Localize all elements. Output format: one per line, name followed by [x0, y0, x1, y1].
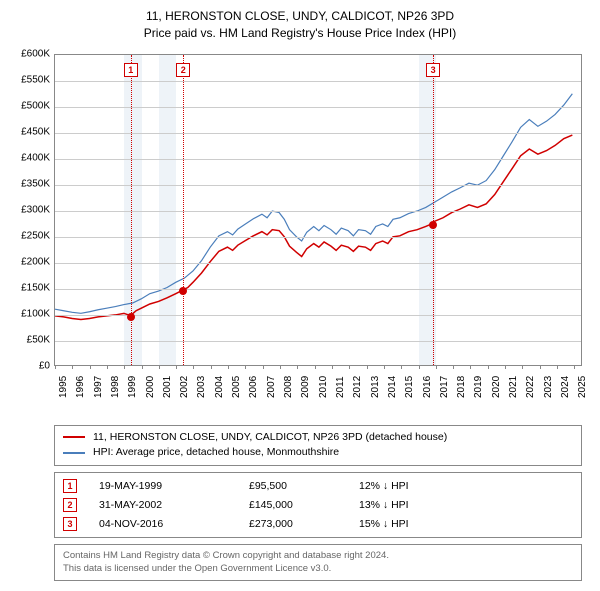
- sale-point-dot: [179, 287, 187, 295]
- x-axis-label: 2025: [577, 375, 600, 397]
- sale-pct: 12% ↓ HPI: [359, 480, 573, 492]
- title-line-1: 11, HERONSTON CLOSE, UNDY, CALDICOT, NP2…: [10, 8, 590, 25]
- y-axis-label: £550K: [6, 74, 50, 85]
- chart-marker-3: 3: [426, 63, 440, 77]
- sale-price: £273,000: [249, 518, 359, 530]
- y-axis-label: £100K: [6, 308, 50, 319]
- sale-point-dot: [429, 221, 437, 229]
- sale-row: 3 04-NOV-2016 £273,000 15% ↓ HPI: [63, 517, 573, 531]
- legend-row-property: 11, HERONSTON CLOSE, UNDY, CALDICOT, NP2…: [63, 430, 573, 446]
- sale-row: 1 19-MAY-1999 £95,500 12% ↓ HPI: [63, 479, 573, 493]
- sale-pct: 15% ↓ HPI: [359, 518, 573, 530]
- y-axis-label: £50K: [6, 334, 50, 345]
- legend-label-property: 11, HERONSTON CLOSE, UNDY, CALDICOT, NP2…: [93, 430, 447, 446]
- legend: 11, HERONSTON CLOSE, UNDY, CALDICOT, NP2…: [54, 425, 582, 467]
- y-axis-label: £500K: [6, 100, 50, 111]
- title-line-2: Price paid vs. HM Land Registry's House …: [10, 25, 590, 42]
- y-axis-label: £200K: [6, 256, 50, 267]
- plot-area: 1 2 3: [54, 54, 582, 366]
- y-axis-label: £0: [6, 360, 50, 371]
- chart-area: £0£50K£100K£150K£200K£250K£300K£350K£400…: [10, 48, 590, 423]
- sale-date: 19-MAY-1999: [99, 480, 249, 492]
- y-axis-label: £350K: [6, 178, 50, 189]
- series-hpi: [55, 93, 572, 313]
- legend-swatch-hpi: [63, 452, 85, 454]
- y-axis-label: £250K: [6, 230, 50, 241]
- sale-point-dot: [127, 313, 135, 321]
- y-axis-label: £600K: [6, 48, 50, 59]
- sale-marker-2: 2: [63, 498, 77, 512]
- sales-table: 1 19-MAY-1999 £95,500 12% ↓ HPI 2 31-MAY…: [54, 472, 582, 538]
- chart-container: 11, HERONSTON CLOSE, UNDY, CALDICOT, NP2…: [0, 0, 600, 591]
- sale-row: 2 31-MAY-2002 £145,000 13% ↓ HPI: [63, 498, 573, 512]
- y-axis-label: £150K: [6, 282, 50, 293]
- sale-marker-1: 1: [63, 479, 77, 493]
- legend-label-hpi: HPI: Average price, detached house, Monm…: [93, 445, 339, 461]
- legend-row-hpi: HPI: Average price, detached house, Monm…: [63, 445, 573, 461]
- sale-marker-3: 3: [63, 517, 77, 531]
- legend-swatch-property: [63, 436, 85, 438]
- y-axis-label: £450K: [6, 126, 50, 137]
- sale-price: £95,500: [249, 480, 359, 492]
- y-axis-label: £300K: [6, 204, 50, 215]
- footer-line-1: Contains HM Land Registry data © Crown c…: [63, 549, 573, 562]
- y-axis-label: £400K: [6, 152, 50, 163]
- footer-line-2: This data is licensed under the Open Gov…: [63, 562, 573, 575]
- sale-pct: 13% ↓ HPI: [359, 499, 573, 511]
- sale-date: 31-MAY-2002: [99, 499, 249, 511]
- footer: Contains HM Land Registry data © Crown c…: [54, 544, 582, 581]
- sale-date: 04-NOV-2016: [99, 518, 249, 530]
- chart-marker-2: 2: [176, 63, 190, 77]
- sale-price: £145,000: [249, 499, 359, 511]
- chart-marker-1: 1: [124, 63, 138, 77]
